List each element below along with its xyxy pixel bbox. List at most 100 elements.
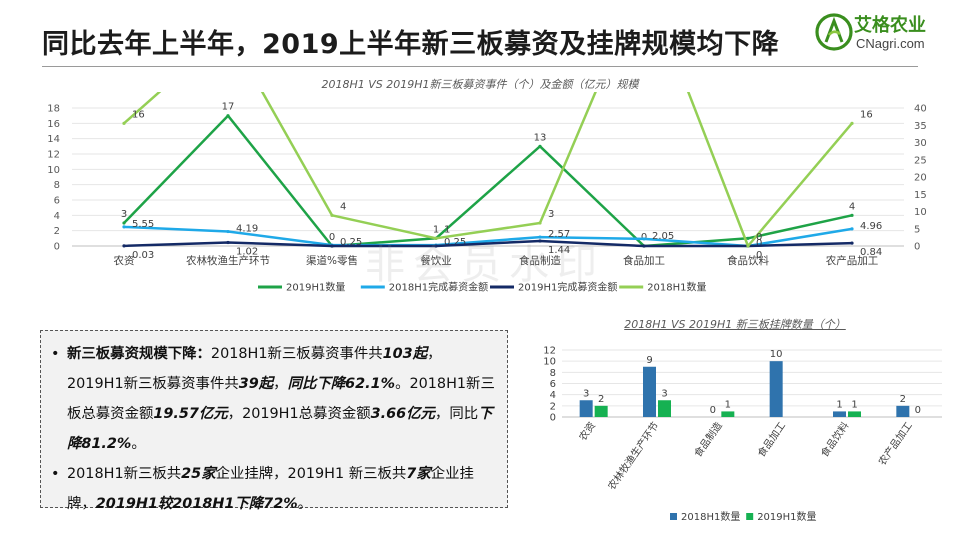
x-tick-label: 餐饮业	[420, 254, 452, 267]
data-point	[746, 236, 750, 240]
bar-value-label: 10	[770, 349, 783, 360]
data-label: 3	[548, 209, 554, 220]
y-right-tick: 15	[914, 190, 927, 201]
data-label: 0	[756, 238, 762, 249]
legend-swatch	[746, 513, 754, 520]
data-point	[122, 244, 126, 248]
data-label: 13	[534, 132, 547, 143]
watermark: 非会员水印	[365, 242, 605, 288]
y-left-tick: 12	[47, 150, 60, 161]
logo-text: 艾格农业	[854, 15, 926, 36]
data-label: 0.03	[132, 250, 154, 261]
x-tick-label: 食品制造	[519, 254, 561, 267]
data-point	[538, 239, 542, 243]
data-point	[330, 244, 334, 248]
y-tick: 0	[550, 413, 556, 424]
summary-box: 新三板募资规模下降：2018H1新三板募资事件共103起，2019H1新三板募资…	[40, 330, 508, 512]
summary-bullet-funding: 新三板募资规模下降：2018H1新三板募资事件共103起，2019H1新三板募资…	[51, 339, 497, 459]
data-label: 2.57	[548, 229, 570, 240]
x-tick-label: 渠道%零售	[306, 254, 358, 267]
data-label: 0	[329, 232, 335, 243]
y-right-tick: 40	[914, 104, 927, 115]
brand-logo: 艾格农业 CNagri.com	[814, 10, 950, 56]
data-label: 4	[340, 201, 346, 212]
y-left-tick: 14	[47, 134, 60, 145]
x-tick-label: 农林牧渔生产环节	[186, 254, 270, 267]
legend-label: 2019H1数量	[286, 281, 345, 294]
y-right-tick: 30	[914, 138, 927, 149]
data-point	[746, 244, 750, 248]
y-tick: 12	[543, 346, 556, 357]
bar-value-label: 2	[900, 394, 906, 405]
summary-bullet-listing: 2018H1新三板共25家企业挂牌，2019H1 新三板共7家企业挂牌，2019…	[51, 459, 497, 519]
series-line-4	[123, 92, 853, 248]
data-label: 3	[121, 209, 127, 220]
bar-value-label: 0	[915, 405, 921, 416]
data-label: 1	[433, 224, 439, 235]
y-right-tick: 5	[914, 224, 920, 235]
data-point	[226, 114, 230, 118]
logo-subtext: CNagri.com	[856, 36, 925, 51]
data-point	[434, 244, 438, 248]
data-label: 17	[222, 102, 235, 113]
data-label: 0	[756, 232, 762, 243]
data-label: 4.96	[860, 221, 882, 232]
legend-label: 2019H1完成募资金额	[518, 281, 617, 294]
data-label: 1	[444, 224, 450, 235]
bar-value-label: 3	[661, 388, 667, 399]
data-point	[434, 236, 438, 240]
x-tick-label: 食品加工	[623, 254, 665, 267]
y-left-tick: 8	[54, 180, 60, 191]
x-tick-label: 食品制造	[691, 419, 725, 459]
bar-value-label: 1	[851, 399, 857, 410]
data-label: 0.84	[860, 247, 882, 258]
bar	[833, 411, 846, 417]
y-left-tick: 2	[54, 226, 60, 237]
data-point	[122, 221, 126, 225]
series-line-3	[123, 239, 853, 248]
data-label: 1.44	[548, 245, 570, 256]
y-left-tick: 16	[47, 119, 60, 130]
y-tick: 6	[550, 379, 556, 390]
x-tick-label: 农资	[576, 419, 598, 443]
x-tick-label: 食品饮料	[727, 254, 769, 267]
y-right-tick: 35	[914, 121, 927, 132]
data-point	[642, 237, 646, 241]
data-label: 0.25	[340, 237, 362, 248]
bar-value-label: 2	[598, 394, 604, 405]
bar-value-label: 9	[646, 355, 652, 366]
x-tick-label: 农林牧渔生产环节	[605, 419, 662, 492]
bar	[896, 405, 910, 417]
data-point	[850, 241, 854, 245]
y-right-tick: 25	[914, 155, 927, 166]
bar-value-label: 3	[583, 388, 589, 399]
bar	[579, 400, 593, 417]
bar-value-label: 0	[710, 405, 716, 416]
page-title: 同比去年上半年，2019上半年新三板募资及挂牌规模均下降	[42, 29, 780, 60]
bar	[594, 405, 608, 417]
y-right-tick: 0	[914, 242, 920, 253]
line-chart-title: 2018H1 VS 2019H1新三板募资事件（个）及金额（亿元）规模	[321, 78, 639, 91]
y-left-tick: 10	[47, 165, 60, 176]
data-label: 0.25	[444, 237, 466, 248]
bar	[658, 400, 671, 417]
bar-value-label: 1	[836, 399, 842, 410]
bar-chart-title: 2018H1 VS 2019H1 新三板挂牌数量（个）	[624, 318, 846, 331]
bar	[643, 366, 656, 417]
title-divider	[42, 66, 918, 67]
x-tick-label: 食品饮料	[818, 419, 852, 459]
data-point	[538, 235, 542, 239]
series-line-1	[123, 114, 853, 248]
data-label: 4	[849, 201, 855, 212]
legend-label: 2018H1数量	[647, 281, 706, 294]
data-point	[642, 244, 646, 248]
data-point	[538, 144, 542, 148]
data-point	[850, 213, 854, 217]
bar	[848, 411, 861, 417]
data-label: 0	[756, 250, 762, 261]
y-tick: 8	[550, 368, 556, 379]
x-tick-label: 农产品加工	[826, 254, 879, 267]
x-tick-label: 食品加工	[755, 419, 789, 459]
